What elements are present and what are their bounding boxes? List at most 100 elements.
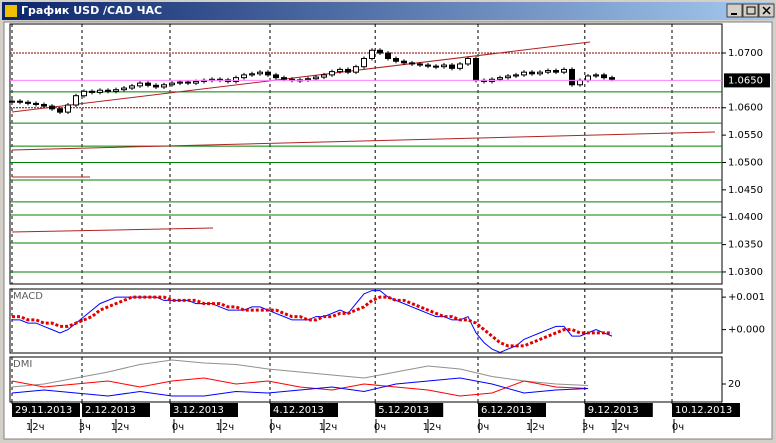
candle	[249, 73, 255, 76]
x-minor-label: 3ч	[79, 422, 91, 433]
pane-frame	[9, 288, 723, 354]
candle	[569, 68, 575, 86]
maximize-button[interactable]	[742, 3, 759, 18]
candle	[193, 80, 199, 84]
candle	[257, 71, 263, 75]
minimize-button[interactable]	[726, 3, 743, 18]
x-minor-label: 3ч	[582, 422, 594, 433]
x-tick-label: 10.12.2013	[675, 405, 732, 416]
candle	[49, 105, 55, 110]
candle	[281, 77, 287, 80]
candle	[169, 82, 175, 86]
candle	[553, 70, 559, 73]
y-tick-label: 1.0550	[728, 130, 763, 141]
y-tick-label: 1.0450	[728, 185, 763, 196]
candle	[177, 81, 183, 84]
series-line	[11, 359, 589, 388]
candle	[129, 85, 135, 89]
candle	[609, 77, 615, 80]
candle	[161, 84, 167, 88]
candle	[105, 89, 111, 92]
window-buttons[interactable]	[726, 3, 775, 18]
candle	[337, 68, 343, 73]
y-tick-label: +0.001	[728, 292, 765, 303]
y-tick-label: 1.0500	[728, 157, 763, 168]
candle	[65, 104, 71, 113]
candle	[185, 81, 191, 84]
candle	[441, 64, 447, 68]
x-minor-label: 0ч	[374, 422, 386, 433]
x-tick-box	[270, 403, 338, 417]
candle	[265, 71, 271, 76]
x-tick-box	[672, 403, 740, 417]
candle	[17, 100, 23, 103]
x-minor-label: 12ч	[111, 422, 130, 433]
candle	[505, 75, 511, 79]
candle	[417, 63, 423, 66]
current-price-label: 1.0650	[728, 75, 763, 86]
candle	[385, 52, 391, 59]
candle	[345, 68, 351, 73]
candle	[561, 68, 567, 73]
candle	[9, 100, 15, 103]
candle	[57, 108, 63, 113]
pane-frame	[9, 356, 723, 403]
candle	[457, 63, 463, 69]
candle	[473, 57, 479, 81]
x-minor-label: 12ч	[611, 422, 630, 433]
candle	[97, 89, 103, 93]
y-tick-label: 1.0300	[728, 267, 763, 278]
y-tick-label: 1.0600	[728, 103, 763, 114]
candle	[513, 74, 519, 77]
candle	[361, 57, 367, 68]
candle	[425, 64, 431, 67]
candle	[305, 78, 311, 81]
candle	[353, 66, 359, 73]
candle	[41, 103, 47, 107]
close-icon	[762, 6, 771, 15]
x-tick-label: 9.12.2013	[588, 405, 639, 416]
y-tick-label: 1.0400	[728, 212, 763, 223]
candle	[273, 74, 279, 79]
x-minor-label: 0ч	[672, 422, 684, 433]
candle	[369, 49, 375, 59]
candle	[113, 89, 119, 92]
trend-line	[11, 131, 716, 151]
candle	[449, 64, 455, 69]
candle	[137, 82, 143, 87]
current-price-box	[724, 73, 770, 88]
x-minor-label: 12ч	[26, 422, 45, 433]
candle	[313, 76, 319, 80]
x-minor-label: 0ч	[269, 422, 281, 433]
x-tick-label: 3.12.2013	[173, 405, 224, 416]
candle	[89, 90, 95, 93]
candle	[521, 71, 527, 76]
x-tick-label: 2.12.2013	[85, 405, 136, 416]
candle	[529, 71, 535, 75]
candle	[497, 77, 503, 80]
candle	[393, 57, 399, 62]
x-tick-label: 29.11.2013	[15, 405, 72, 416]
x-tick-box	[170, 403, 238, 417]
candle	[81, 90, 87, 97]
candle	[153, 84, 159, 88]
x-minor-label: 12ч	[215, 422, 234, 433]
x-tick-label: 6.12.2013	[481, 405, 532, 416]
x-tick-box	[82, 403, 150, 417]
x-tick-box	[12, 403, 80, 417]
y-tick-label: 20	[728, 379, 741, 390]
x-tick-box	[478, 403, 546, 417]
candle	[145, 82, 151, 86]
trend-line	[11, 41, 591, 113]
candle	[537, 71, 543, 75]
series-line	[11, 377, 589, 397]
window-icon	[5, 5, 17, 17]
x-minor-label: 12ч	[526, 422, 545, 433]
candle	[241, 74, 247, 79]
candle	[577, 79, 583, 86]
candle	[601, 74, 607, 79]
candle	[121, 87, 127, 91]
chart-area	[3, 21, 773, 440]
series-line	[12, 290, 613, 353]
pane-frame	[9, 23, 723, 285]
